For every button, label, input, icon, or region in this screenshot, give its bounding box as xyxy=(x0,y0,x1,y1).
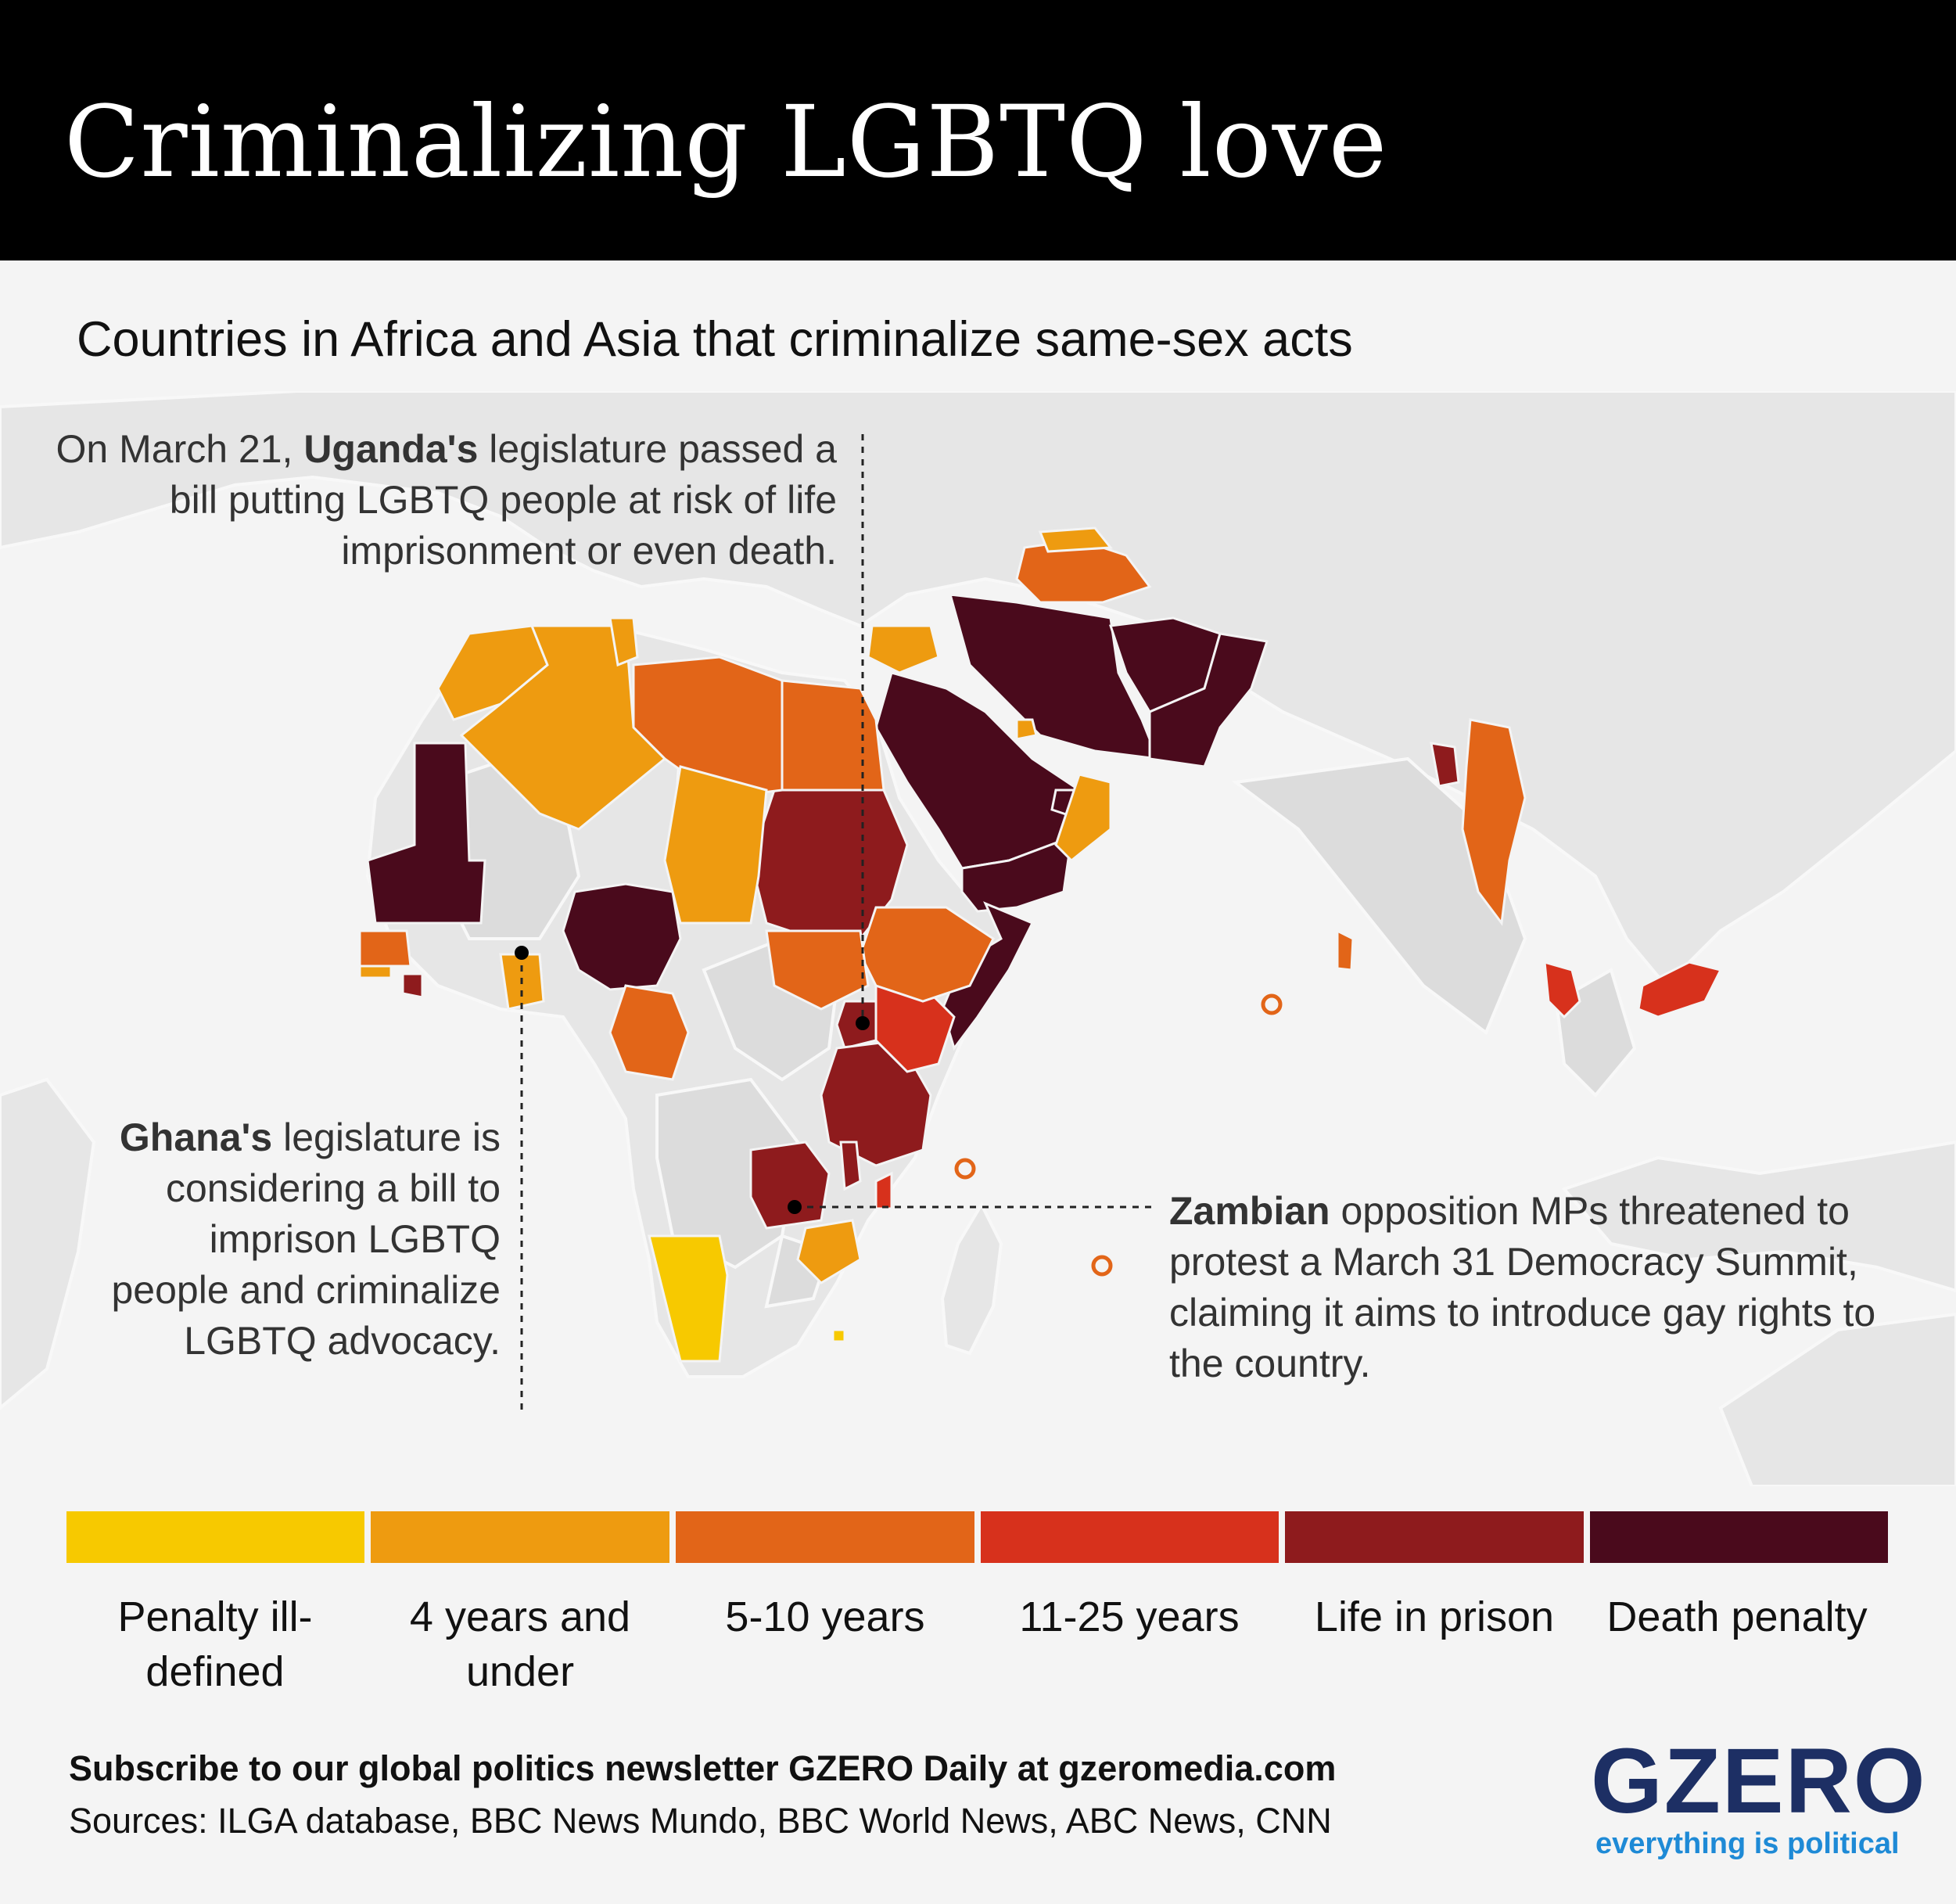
legend-label-ill-defined: Penalty ill-defined xyxy=(117,1593,313,1695)
island-circle-icon xyxy=(954,1158,976,1180)
pakistan xyxy=(1148,632,1269,768)
south-sudan xyxy=(765,929,870,1011)
malaysia-borneo xyxy=(1637,961,1723,1018)
zambia-annotation: Zambian opposition MPs threatened to pro… xyxy=(1169,1186,1904,1389)
zimbabwe xyxy=(796,1219,862,1284)
zambia-annotation-country: Zambian xyxy=(1169,1189,1330,1233)
legend-swatch-ill-defined xyxy=(66,1511,364,1563)
land-south-america xyxy=(0,1077,96,1410)
eswatini xyxy=(831,1328,846,1343)
sri-lanka xyxy=(1336,929,1355,972)
nigeria xyxy=(562,882,682,991)
island-circle-icon xyxy=(1091,1255,1113,1277)
oman xyxy=(1054,773,1112,863)
eleven-to-twentyfive-countries xyxy=(874,960,1723,1210)
legend-label-eleven-twentyfive-years: 11-25 years xyxy=(1019,1593,1240,1640)
map-subtitle: Countries in Africa and Asia that crimin… xyxy=(77,312,1353,367)
tunisia xyxy=(608,616,639,667)
legend-label-life-in-prison: Life in prison xyxy=(1314,1593,1555,1640)
sierra-leone xyxy=(401,972,424,999)
island-circle-icon xyxy=(1261,993,1283,1015)
malaysia-peninsula xyxy=(1543,960,1581,1019)
namibia xyxy=(648,1234,729,1363)
five-to-ten-countries xyxy=(358,538,1527,1081)
ghana-annotation-country: Ghana's xyxy=(119,1115,273,1159)
algeria xyxy=(459,624,667,831)
syria xyxy=(867,624,940,674)
header-bar: Criminalizing LGBTQ love xyxy=(0,0,1956,260)
mauritania xyxy=(366,742,486,925)
land-europe-asia xyxy=(0,391,1956,988)
senegal xyxy=(358,929,412,968)
gambia xyxy=(358,965,393,979)
ghana-annotation-text: legislature is considering a bill to imp… xyxy=(111,1115,501,1363)
legend-label-death-penalty: Death penalty xyxy=(1606,1593,1868,1640)
legend-swatch-eleven-twentyfive-years xyxy=(981,1511,1279,1563)
gzero-tagline: everything is political xyxy=(1595,1827,1900,1860)
zambia-annotation-text: opposition MPs threatened to protest a M… xyxy=(1169,1189,1876,1385)
legend-label-four-years: 4 years and under xyxy=(409,1593,631,1695)
bangladesh xyxy=(1430,742,1460,788)
kazakh-edge xyxy=(1038,526,1113,553)
legend-label-five-ten-years: 5-10 years xyxy=(725,1593,925,1640)
legend-swatch-five-ten-years xyxy=(676,1511,974,1563)
cameroon xyxy=(608,984,690,1081)
marker-dot-icon xyxy=(788,1200,802,1214)
mozambique-north xyxy=(874,1171,893,1210)
marker-dot-icon xyxy=(515,946,529,960)
kuwait-qatar xyxy=(1015,718,1038,741)
ill-defined-countries xyxy=(648,1234,846,1363)
malawi xyxy=(839,1141,862,1191)
choropleth-map xyxy=(0,391,1956,1486)
four-years-countries xyxy=(358,526,1113,1284)
sources-text: Sources: ILGA database, BBC News Mundo, … xyxy=(69,1801,1332,1841)
page-title: Criminalizing LGBTQ love xyxy=(64,84,1388,199)
marker-dot-icon xyxy=(856,1016,870,1030)
death-penalty-countries xyxy=(366,593,1269,1051)
land-madagascar xyxy=(940,1201,1003,1356)
land-southeast-asia-islands xyxy=(1561,1140,1956,1293)
legend-swatch-four-years xyxy=(371,1511,669,1563)
ghana-annotation: Ghana's legislature is considering a bil… xyxy=(94,1112,501,1367)
uganda-annotation-text: legislature passed a bill putting LGBTQ … xyxy=(169,427,837,573)
legend-swatch-life-in-prison xyxy=(1285,1511,1584,1563)
yemen xyxy=(960,835,1073,913)
legend-swatch-death-penalty xyxy=(1590,1511,1888,1563)
gzero-logo: GZERO xyxy=(1591,1730,1927,1833)
uganda-annotation-prefix: On March 21, xyxy=(56,427,304,471)
chad xyxy=(663,765,768,925)
subscribe-text: Subscribe to our global politics newslet… xyxy=(69,1748,1337,1788)
uganda-annotation: On March 21, Uganda's legislature passed… xyxy=(31,424,837,577)
egypt xyxy=(781,679,885,792)
uganda-annotation-country: Uganda's xyxy=(303,427,479,471)
land-australia xyxy=(1718,1312,1956,1486)
myanmar xyxy=(1461,718,1527,926)
